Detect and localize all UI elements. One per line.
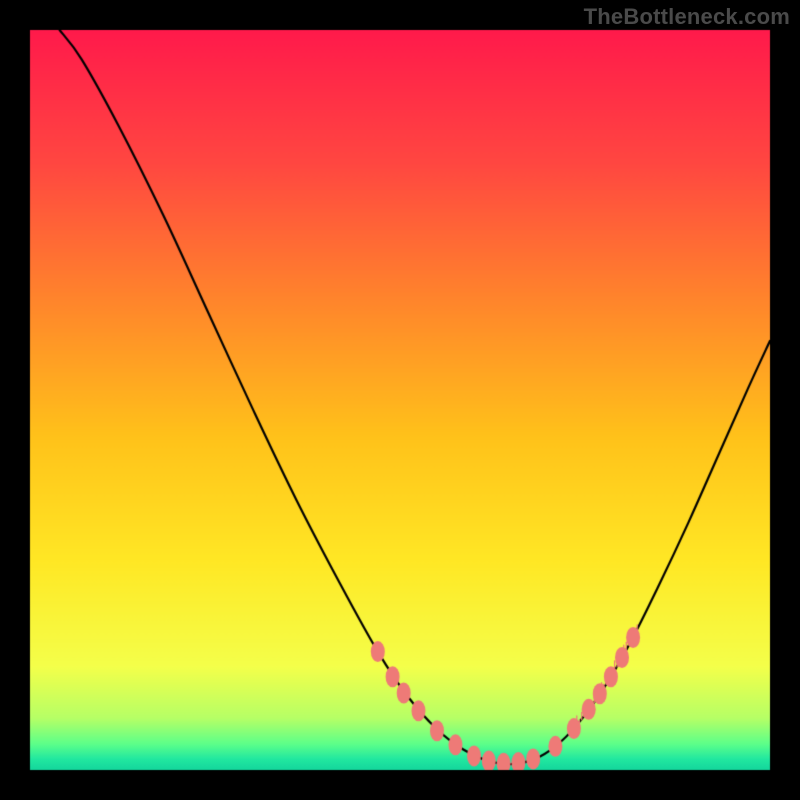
- chart-stage: TheBottleneck.com: [0, 0, 800, 800]
- bottleneck-curve-chart: [0, 0, 800, 800]
- attribution-label: TheBottleneck.com: [584, 4, 790, 30]
